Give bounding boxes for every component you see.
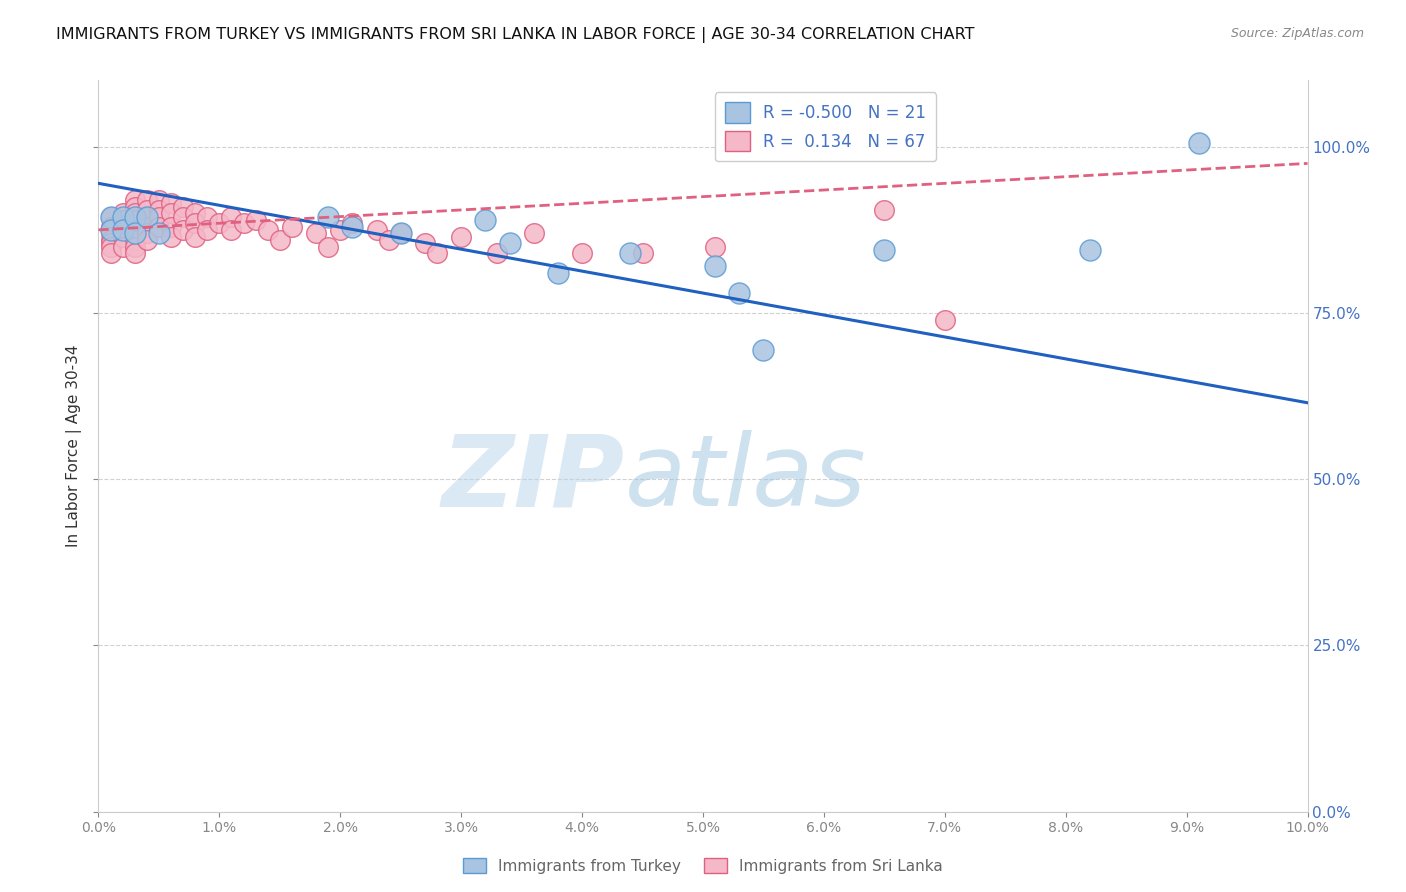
Point	[111, 223, 134, 237]
Point	[135, 233, 157, 247]
Point	[547, 266, 569, 280]
Text: ZIP: ZIP	[441, 431, 624, 527]
Point	[111, 210, 134, 224]
Point	[100, 226, 122, 240]
Point	[1078, 243, 1101, 257]
Point	[111, 223, 134, 237]
Point	[366, 223, 388, 237]
Point	[221, 210, 243, 224]
Point	[934, 312, 956, 326]
Point	[450, 229, 472, 244]
Point	[135, 193, 157, 207]
Text: Source: ZipAtlas.com: Source: ZipAtlas.com	[1230, 27, 1364, 40]
Y-axis label: In Labor Force | Age 30-34: In Labor Force | Age 30-34	[66, 344, 83, 548]
Point	[100, 219, 122, 234]
Point	[172, 223, 194, 237]
Point	[124, 226, 146, 240]
Point	[160, 229, 183, 244]
Point	[256, 223, 278, 237]
Point	[148, 219, 170, 234]
Point	[1188, 136, 1211, 151]
Point	[389, 226, 412, 240]
Point	[195, 210, 218, 224]
Point	[316, 239, 339, 253]
Point	[342, 219, 364, 234]
Point	[124, 223, 146, 237]
Point	[377, 233, 399, 247]
Point	[498, 236, 520, 251]
Point	[752, 343, 775, 357]
Point	[111, 213, 134, 227]
Point	[148, 193, 170, 207]
Point	[124, 233, 146, 247]
Point	[111, 206, 134, 220]
Point	[111, 239, 134, 253]
Point	[100, 210, 122, 224]
Point	[135, 210, 157, 224]
Point	[100, 239, 122, 253]
Point	[172, 210, 194, 224]
Point	[100, 233, 122, 247]
Point	[873, 243, 896, 257]
Point	[100, 236, 122, 251]
Point	[389, 226, 412, 240]
Point	[184, 229, 207, 244]
Point	[704, 239, 727, 253]
Point	[571, 246, 593, 260]
Point	[232, 216, 254, 230]
Point	[135, 202, 157, 217]
Point	[124, 193, 146, 207]
Point	[269, 233, 291, 247]
Point	[631, 246, 654, 260]
Point	[316, 210, 339, 224]
Point	[160, 196, 183, 211]
Point	[523, 226, 546, 240]
Point	[208, 216, 231, 230]
Point	[148, 210, 170, 224]
Point	[221, 223, 243, 237]
Point	[281, 219, 304, 234]
Point	[873, 202, 896, 217]
Point	[100, 210, 122, 224]
Text: IMMIGRANTS FROM TURKEY VS IMMIGRANTS FROM SRI LANKA IN LABOR FORCE | AGE 30-34 C: IMMIGRANTS FROM TURKEY VS IMMIGRANTS FRO…	[56, 27, 974, 43]
Legend: R = -0.500   N = 21, R =  0.134   N = 67: R = -0.500 N = 21, R = 0.134 N = 67	[716, 92, 936, 161]
Point	[111, 229, 134, 244]
Point	[100, 246, 122, 260]
Point	[342, 216, 364, 230]
Point	[329, 223, 352, 237]
Point	[135, 226, 157, 240]
Point	[124, 206, 146, 220]
Point	[160, 219, 183, 234]
Point	[135, 210, 157, 224]
Point	[172, 200, 194, 214]
Legend: Immigrants from Turkey, Immigrants from Sri Lanka: Immigrants from Turkey, Immigrants from …	[457, 852, 949, 880]
Point	[619, 246, 641, 260]
Point	[486, 246, 509, 260]
Point	[100, 223, 122, 237]
Point	[426, 246, 449, 260]
Point	[124, 210, 146, 224]
Point	[160, 206, 183, 220]
Text: atlas: atlas	[624, 431, 866, 527]
Point	[245, 213, 267, 227]
Point	[305, 226, 328, 240]
Point	[124, 239, 146, 253]
Point	[184, 216, 207, 230]
Point	[728, 286, 751, 301]
Point	[195, 223, 218, 237]
Point	[148, 226, 170, 240]
Point	[124, 246, 146, 260]
Point	[184, 206, 207, 220]
Point	[413, 236, 436, 251]
Point	[148, 202, 170, 217]
Point	[704, 260, 727, 274]
Point	[124, 200, 146, 214]
Point	[474, 213, 496, 227]
Point	[124, 213, 146, 227]
Point	[135, 219, 157, 234]
